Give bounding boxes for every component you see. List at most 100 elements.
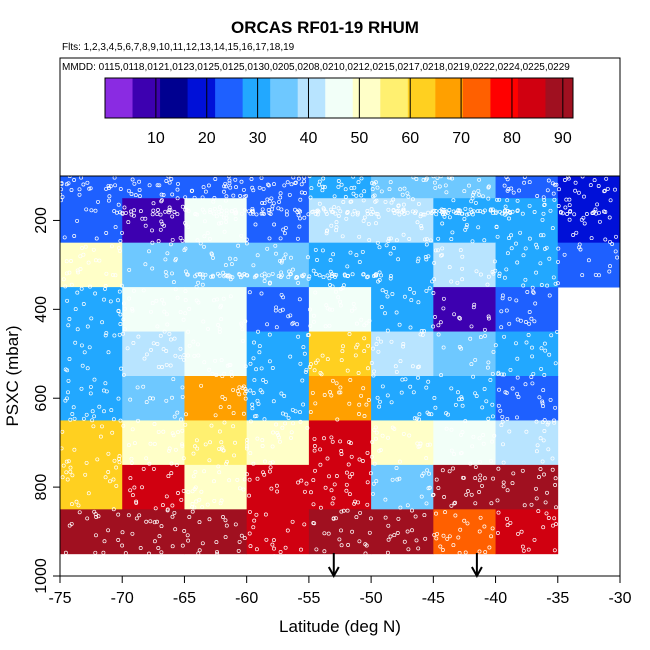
track-point — [212, 479, 216, 484]
track-point — [315, 258, 319, 262]
track-point — [366, 398, 371, 402]
track-point — [201, 185, 206, 190]
track-point — [495, 531, 500, 535]
track-point — [347, 332, 352, 336]
track-point — [247, 493, 251, 498]
track-point — [198, 241, 203, 246]
track-point — [208, 208, 213, 212]
track-point — [349, 199, 354, 204]
track-point — [363, 557, 368, 562]
track-point — [60, 475, 65, 480]
track-point — [458, 316, 462, 321]
track-point — [113, 225, 118, 230]
track-point — [477, 436, 482, 441]
track-point — [304, 560, 309, 565]
track-point — [554, 522, 558, 527]
track-point — [237, 539, 242, 544]
track-point — [494, 225, 499, 230]
track-point — [69, 282, 74, 287]
track-point — [167, 446, 172, 451]
track-point — [452, 452, 456, 457]
track-point — [290, 519, 295, 524]
track-point — [293, 207, 297, 212]
track-point — [507, 236, 511, 241]
track-point — [193, 444, 197, 449]
track-point — [502, 334, 507, 339]
track-point — [433, 315, 437, 319]
track-point — [83, 472, 88, 477]
track-point — [200, 207, 205, 212]
track-point — [550, 181, 555, 186]
track-point — [242, 477, 247, 482]
track-point — [537, 395, 542, 400]
track-point — [490, 402, 495, 407]
track-point — [218, 205, 222, 210]
track-point — [224, 184, 228, 189]
track-point — [540, 217, 545, 222]
track-point — [68, 469, 73, 474]
track-point — [175, 410, 180, 415]
track-point — [234, 185, 238, 190]
track-point — [541, 525, 546, 530]
track-point — [239, 533, 244, 538]
track-point — [535, 443, 540, 448]
track-point — [259, 291, 264, 296]
track-point — [308, 410, 313, 414]
track-point — [433, 185, 438, 190]
track-point — [586, 258, 591, 263]
track-point — [100, 320, 105, 325]
track-point — [520, 211, 525, 216]
track-point — [542, 472, 546, 477]
track-point — [64, 459, 69, 464]
track-point — [432, 532, 437, 537]
track-point — [329, 488, 334, 493]
track-point — [269, 196, 274, 201]
heatmap-cell — [60, 331, 123, 377]
track-point — [196, 551, 201, 556]
track-point — [428, 238, 433, 243]
track-point — [537, 475, 541, 479]
track-point — [496, 372, 501, 377]
track-point — [236, 243, 241, 248]
track-point — [531, 289, 535, 294]
track-point — [217, 221, 221, 226]
track-point — [608, 264, 612, 269]
track-point — [229, 370, 234, 374]
heatmap-cell — [60, 376, 123, 421]
track-point — [515, 260, 520, 265]
track-point — [465, 521, 470, 526]
track-point — [233, 522, 238, 527]
track-point — [152, 539, 157, 544]
track-point — [81, 302, 86, 306]
track-point — [126, 220, 131, 225]
track-point — [171, 280, 176, 285]
track-point — [593, 207, 598, 212]
track-point — [172, 414, 177, 419]
track-point — [68, 417, 73, 422]
track-point — [159, 524, 164, 529]
track-point — [372, 561, 377, 566]
track-point — [317, 273, 322, 278]
track-point — [389, 200, 394, 205]
track-point — [442, 214, 447, 219]
track-point — [582, 221, 587, 226]
track-point — [505, 416, 510, 421]
track-point — [357, 260, 362, 264]
heatmap-cell — [371, 420, 434, 466]
track-point — [118, 187, 123, 191]
track-point — [170, 503, 175, 508]
track-point — [462, 217, 467, 221]
track-point — [504, 390, 509, 395]
track-point — [548, 397, 553, 402]
track-point — [337, 537, 342, 542]
track-point — [369, 361, 374, 365]
track-point — [500, 419, 505, 424]
track-point — [183, 246, 188, 251]
track-point — [77, 192, 82, 197]
track-point — [167, 180, 172, 185]
track-point — [181, 488, 186, 493]
track-point — [473, 465, 478, 469]
track-point — [121, 423, 126, 428]
track-point — [228, 185, 233, 190]
heatmap-cell — [122, 376, 185, 421]
